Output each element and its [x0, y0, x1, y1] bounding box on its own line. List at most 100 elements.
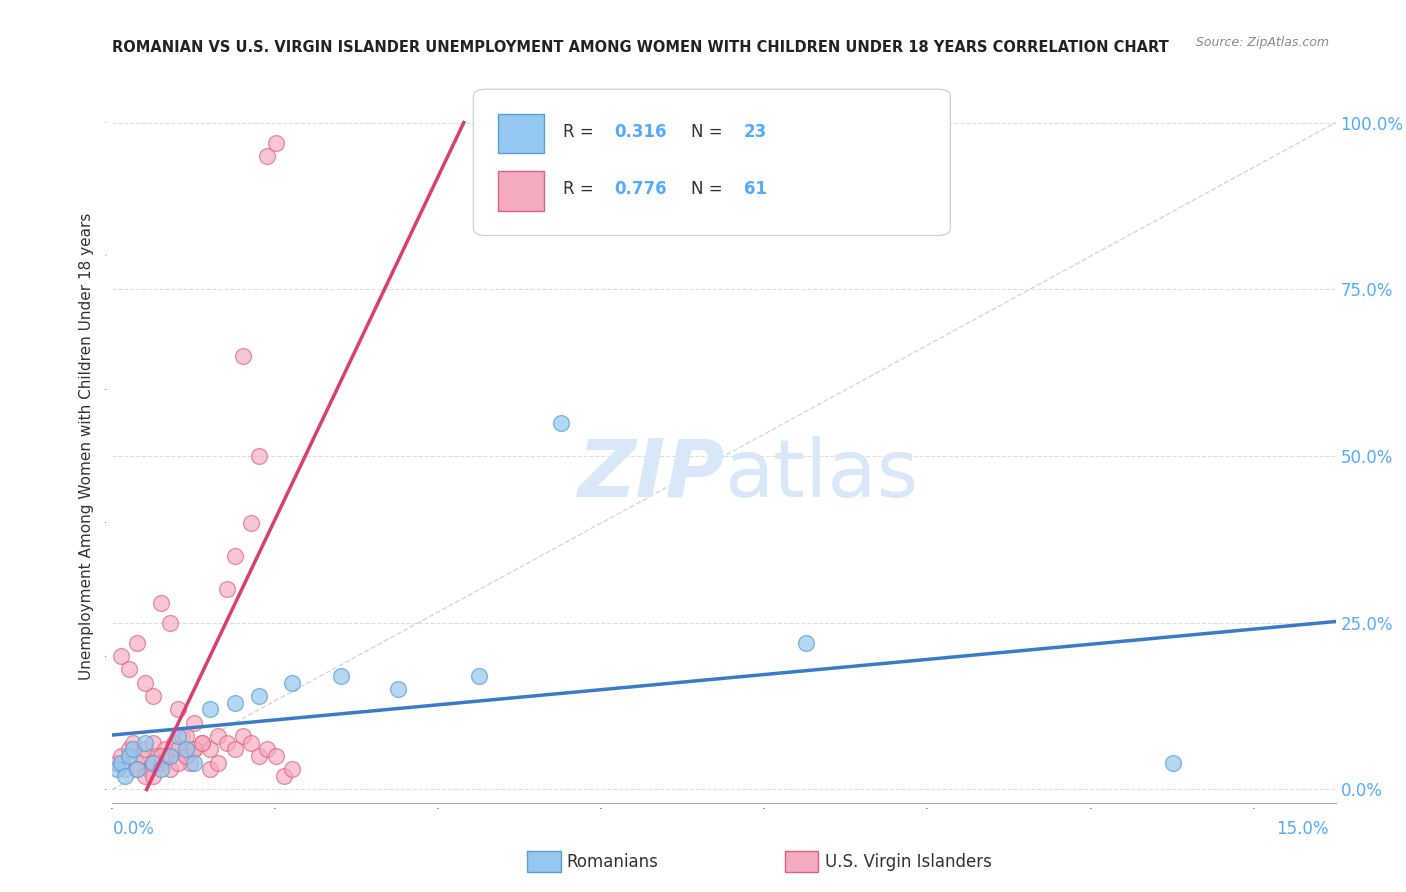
Text: 61: 61: [744, 180, 766, 198]
Point: [118, 662, 141, 676]
Point: [273, 769, 295, 783]
Point: [247, 689, 270, 703]
Point: [163, 736, 186, 750]
Text: Romanians: Romanians: [567, 853, 658, 871]
Point: [110, 649, 132, 664]
Point: [232, 729, 254, 743]
Point: [1161, 756, 1184, 770]
Point: [125, 763, 148, 777]
Text: R =: R =: [562, 180, 599, 198]
Point: [200, 702, 222, 716]
Point: [159, 615, 181, 630]
Point: [256, 149, 278, 163]
Point: [200, 742, 222, 756]
Point: [118, 749, 141, 764]
Point: [191, 736, 214, 750]
Point: [155, 742, 177, 756]
Point: [387, 682, 409, 697]
Text: U.S. Virgin Islanders: U.S. Virgin Islanders: [825, 853, 993, 871]
Text: R =: R =: [562, 123, 599, 141]
Point: [134, 675, 156, 690]
Point: [256, 742, 278, 756]
Point: [207, 729, 229, 743]
Point: [183, 742, 205, 756]
Text: 0.316: 0.316: [614, 123, 666, 141]
Point: [247, 449, 270, 463]
Point: [240, 736, 263, 750]
Point: [114, 769, 136, 783]
Point: [125, 756, 148, 770]
Point: [134, 742, 156, 756]
Point: [264, 136, 287, 150]
Point: [159, 763, 181, 777]
Point: [138, 763, 160, 777]
Point: [105, 756, 128, 770]
Point: [183, 715, 205, 730]
Point: [174, 729, 197, 743]
Point: [247, 749, 270, 764]
Point: [146, 749, 169, 764]
Text: 23: 23: [744, 123, 766, 141]
Point: [166, 729, 188, 743]
Point: [232, 349, 254, 363]
Point: [150, 756, 173, 770]
Point: [200, 763, 222, 777]
Point: [114, 763, 136, 777]
Point: [183, 756, 205, 770]
FancyBboxPatch shape: [498, 114, 544, 153]
Point: [122, 736, 145, 750]
Point: [159, 749, 181, 764]
Point: [118, 742, 141, 756]
Point: [215, 736, 238, 750]
Point: [264, 749, 287, 764]
Point: [110, 749, 132, 764]
FancyBboxPatch shape: [474, 89, 950, 235]
Point: [240, 516, 263, 530]
Text: N =: N =: [692, 180, 728, 198]
Point: [159, 749, 181, 764]
Point: [794, 636, 817, 650]
Point: [122, 742, 145, 756]
Point: [110, 756, 132, 770]
Point: [150, 596, 173, 610]
Point: [166, 702, 188, 716]
Point: [125, 636, 148, 650]
Point: [215, 582, 238, 597]
Point: [134, 736, 156, 750]
Point: [207, 756, 229, 770]
Text: 0.0%: 0.0%: [112, 820, 155, 838]
Point: [166, 756, 188, 770]
Point: [174, 749, 197, 764]
Text: ROMANIAN VS U.S. VIRGIN ISLANDER UNEMPLOYMENT AMONG WOMEN WITH CHILDREN UNDER 18: ROMANIAN VS U.S. VIRGIN ISLANDER UNEMPLO…: [112, 40, 1170, 55]
Text: Source: ZipAtlas.com: Source: ZipAtlas.com: [1195, 36, 1329, 49]
Text: ZIP: ZIP: [576, 435, 724, 514]
Point: [224, 549, 246, 563]
Point: [183, 742, 205, 756]
Point: [142, 769, 165, 783]
Text: N =: N =: [692, 123, 728, 141]
Point: [281, 763, 304, 777]
Point: [224, 742, 246, 756]
Point: [134, 769, 156, 783]
Point: [125, 763, 148, 777]
Point: [179, 756, 201, 770]
Point: [329, 669, 352, 683]
Point: [468, 669, 491, 683]
Point: [281, 675, 304, 690]
Point: [224, 696, 246, 710]
Y-axis label: Unemployment Among Women with Children Under 18 years: Unemployment Among Women with Children U…: [79, 212, 94, 680]
Text: atlas: atlas: [724, 435, 918, 514]
Point: [142, 736, 165, 750]
FancyBboxPatch shape: [498, 171, 544, 211]
Point: [170, 729, 193, 743]
Point: [150, 763, 173, 777]
Point: [174, 749, 197, 764]
Text: 15.0%: 15.0%: [1277, 820, 1329, 838]
Point: [150, 749, 173, 764]
Point: [129, 749, 152, 764]
Point: [191, 736, 214, 750]
Point: [174, 742, 197, 756]
Point: [142, 756, 165, 770]
Point: [550, 416, 572, 430]
Point: [142, 689, 165, 703]
